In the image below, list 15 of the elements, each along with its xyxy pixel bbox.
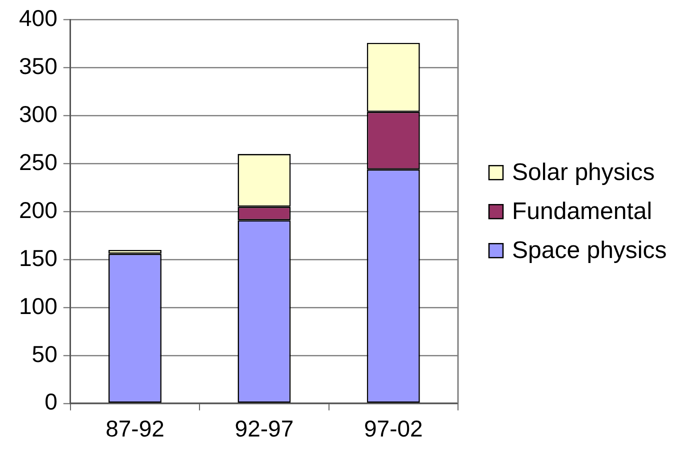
y-tick-label: 300 [19, 101, 58, 128]
y-tick-label: 200 [19, 196, 58, 223]
x-tick-label: 87-92 [106, 416, 164, 442]
x-tick-label: 92-97 [234, 416, 294, 442]
y-tick-label: 50 [32, 340, 58, 367]
legend-label: Solar physics [512, 159, 655, 186]
y-tick-label: 250 [19, 148, 58, 175]
y-tick-label: 350 [19, 53, 58, 80]
legend-label: Fundamental [512, 198, 652, 226]
y-tick-label: 100 [19, 292, 58, 319]
legend-label: Space physics [512, 237, 667, 264]
y-tick-label: 0 [44, 388, 58, 415]
y-tick-label: 400 [19, 5, 58, 32]
y-tick-label: 150 [19, 244, 58, 271]
x-tick-label: 97-02 [364, 416, 423, 442]
